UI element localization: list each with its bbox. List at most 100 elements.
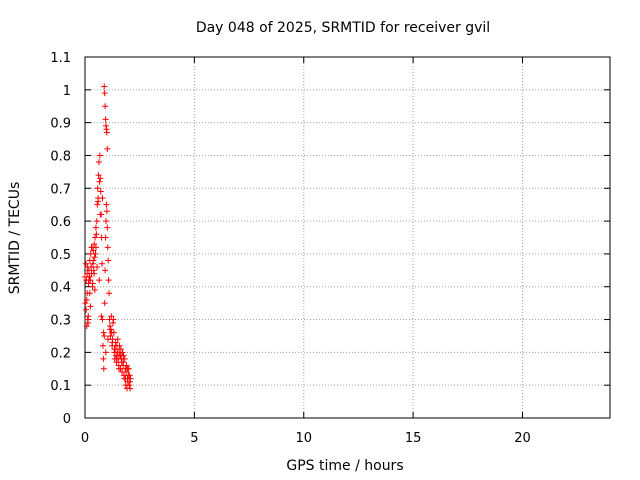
data-point xyxy=(95,172,102,179)
data-point xyxy=(127,375,134,382)
data-point xyxy=(104,224,111,231)
data-point xyxy=(96,178,103,185)
y-tick-label: 0.7 xyxy=(50,182,71,197)
data-point xyxy=(91,287,98,294)
data-point xyxy=(123,362,130,369)
data-point xyxy=(126,382,133,389)
data-point xyxy=(99,316,106,323)
data-point xyxy=(113,355,120,362)
data-point xyxy=(118,352,125,359)
data-point xyxy=(96,159,102,166)
chart-title: Day 048 of 2025, SRMTID for receiver gvi… xyxy=(196,20,490,36)
data-point xyxy=(102,103,109,110)
y-tick-label: 0.8 xyxy=(50,149,71,164)
data-point xyxy=(110,316,117,323)
data-point xyxy=(122,375,129,382)
data-point xyxy=(101,83,108,90)
data-point xyxy=(96,277,103,284)
x-tick-label: 15 xyxy=(405,431,422,446)
x-tick-labels: 0 5 10 15 20 xyxy=(81,431,531,446)
data-point xyxy=(107,332,114,339)
data-point xyxy=(119,349,126,356)
data-point xyxy=(98,313,105,320)
y-tick-label: 0.4 xyxy=(50,281,71,296)
data-point xyxy=(84,316,91,323)
data-point xyxy=(83,296,90,303)
data-point xyxy=(92,234,99,241)
data-point xyxy=(100,365,107,372)
data-point xyxy=(100,329,107,336)
data-point xyxy=(105,257,112,264)
data-point xyxy=(83,323,90,330)
data-point xyxy=(102,234,109,241)
data-point xyxy=(103,208,110,215)
x-tick-label: 5 xyxy=(190,431,198,446)
data-point xyxy=(102,116,109,123)
data-point xyxy=(99,195,106,202)
data-point xyxy=(97,188,104,195)
y-tick-label: 1 xyxy=(63,84,71,99)
data-point xyxy=(104,145,111,152)
data-point xyxy=(120,359,127,366)
y-tick-label: 0 xyxy=(63,412,71,427)
data-point xyxy=(85,277,92,284)
data-point xyxy=(101,300,108,307)
data-point xyxy=(101,332,108,339)
y-tick-label: 1.1 xyxy=(50,51,71,66)
data-point xyxy=(89,280,96,287)
data-point xyxy=(111,346,118,353)
data-point xyxy=(104,244,111,251)
data-point xyxy=(92,244,99,251)
x-tick-label: 10 xyxy=(295,431,312,446)
y-tick-label: 0.1 xyxy=(50,379,71,394)
data-point xyxy=(102,267,109,274)
data-point xyxy=(97,175,104,182)
y-axis-title: SRMTID / TECUs xyxy=(7,182,23,295)
data-point xyxy=(121,355,128,362)
x-tick-label: 20 xyxy=(514,431,531,446)
x-axis-title: GPS time / hours xyxy=(286,458,403,474)
data-point xyxy=(90,247,97,254)
plot-frame xyxy=(84,56,611,419)
data-point xyxy=(103,218,109,225)
data-point xyxy=(104,336,111,343)
data-point xyxy=(116,342,123,349)
data-point xyxy=(124,365,131,372)
data-point xyxy=(93,218,100,225)
data-point xyxy=(105,277,112,284)
data-point xyxy=(94,185,101,192)
y-tick-label: 0.9 xyxy=(50,117,71,132)
data-point xyxy=(103,201,110,208)
data-point xyxy=(91,254,98,261)
data-point xyxy=(86,290,93,297)
data-point xyxy=(97,211,104,218)
data-point xyxy=(103,129,110,136)
data-point xyxy=(93,231,100,238)
data-point xyxy=(88,264,95,271)
data-point xyxy=(96,152,103,159)
data-point xyxy=(91,241,98,248)
data-point xyxy=(127,385,134,392)
data-point xyxy=(110,329,117,336)
x-tick-label: 0 xyxy=(81,431,89,446)
y-tick-label: 0.3 xyxy=(50,314,71,329)
axis-ticks xyxy=(84,56,610,419)
data-point xyxy=(114,336,121,343)
data-point xyxy=(82,300,89,307)
data-point xyxy=(95,198,102,205)
data-point xyxy=(108,313,115,320)
data-point xyxy=(94,264,101,271)
data-point xyxy=(126,378,133,385)
data-point xyxy=(106,290,113,297)
y-tick-label: 0.6 xyxy=(50,215,71,230)
data-point xyxy=(101,90,108,97)
data-point xyxy=(99,260,106,267)
data-point xyxy=(83,306,90,313)
data-point xyxy=(82,260,89,267)
data-point xyxy=(92,250,99,257)
grid xyxy=(85,57,610,418)
data-point xyxy=(90,257,97,264)
y-tick-label: 0.5 xyxy=(50,248,71,263)
data-point xyxy=(85,313,92,320)
